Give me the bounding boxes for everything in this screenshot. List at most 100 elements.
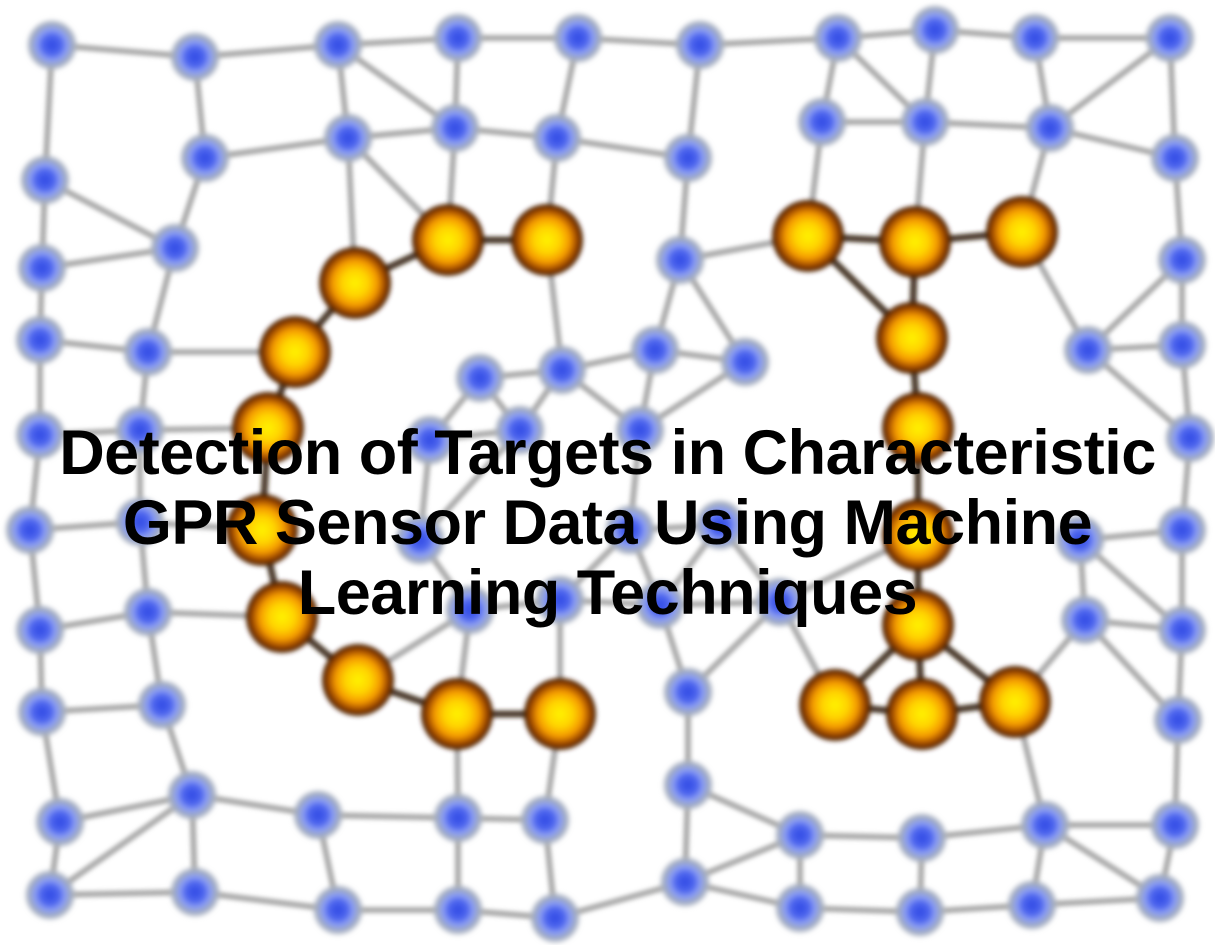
network-node — [1150, 133, 1200, 183]
network-node — [775, 810, 825, 860]
network-node — [615, 405, 665, 455]
target-node — [799, 669, 871, 741]
network-node — [1055, 515, 1105, 565]
network-node — [635, 580, 685, 630]
network-node — [1153, 695, 1203, 745]
target-node — [421, 678, 493, 750]
target-node — [319, 247, 391, 319]
page-title: Detection of Targets in Characteristic G… — [0, 418, 1215, 628]
network-node — [1010, 13, 1060, 63]
network-node — [170, 867, 220, 917]
network-node — [430, 103, 480, 153]
network-node — [115, 405, 165, 455]
network-node — [293, 790, 343, 840]
network-node — [15, 605, 65, 655]
network-node — [813, 13, 863, 63]
network-node — [663, 760, 713, 810]
network-node — [1020, 800, 1070, 850]
network-node — [675, 20, 725, 70]
network-node — [663, 133, 713, 183]
network-node — [797, 97, 847, 147]
network-node — [395, 515, 445, 565]
network-node — [755, 577, 805, 627]
target-node — [226, 494, 298, 566]
network-node — [897, 813, 947, 863]
target-node — [246, 581, 318, 653]
network-node — [445, 585, 495, 635]
network-node — [630, 325, 680, 375]
network-node — [495, 405, 545, 455]
target-node — [882, 392, 954, 464]
target-node — [886, 678, 958, 750]
network-node — [695, 500, 745, 550]
target-node — [979, 666, 1051, 738]
network-node — [530, 893, 580, 943]
network-node — [655, 235, 705, 285]
network-node — [123, 327, 173, 377]
target-node — [232, 392, 304, 464]
network-node — [5, 505, 55, 555]
node-layer — [5, 5, 1215, 943]
network-node — [313, 885, 363, 935]
network-node — [1150, 800, 1200, 850]
network-node — [17, 687, 67, 737]
network-node — [660, 857, 710, 907]
target-node — [986, 196, 1058, 268]
network-node — [167, 770, 217, 820]
target-node — [879, 206, 951, 278]
network-node — [15, 410, 65, 460]
network-node — [433, 793, 483, 843]
network-node — [313, 20, 363, 70]
network-node — [25, 870, 75, 920]
network-node — [115, 497, 165, 547]
network-node — [170, 32, 220, 82]
network-node — [1060, 595, 1110, 645]
network-node — [775, 883, 825, 933]
target-node — [511, 204, 583, 276]
network-node — [137, 680, 187, 730]
title-line-1: Detection of Targets in Characteristic — [59, 418, 1156, 488]
network-node — [520, 795, 570, 845]
target-node — [772, 200, 844, 272]
target-node — [322, 644, 394, 716]
network-node — [1157, 320, 1207, 370]
network-node — [1157, 505, 1207, 555]
target-node — [882, 499, 954, 571]
network-node — [1135, 873, 1185, 923]
network-node — [910, 5, 960, 55]
network-node — [605, 505, 655, 555]
network-node — [405, 415, 455, 465]
network-node — [15, 315, 65, 365]
network-node — [537, 345, 587, 395]
network-edge — [47, 792, 195, 898]
network-node — [895, 887, 945, 937]
target-node — [882, 589, 954, 661]
network-node — [20, 155, 70, 205]
network-node — [323, 113, 373, 163]
network-node — [180, 133, 230, 183]
network-node — [900, 97, 950, 147]
network-node — [1165, 413, 1215, 463]
network-node — [35, 797, 85, 847]
network-node — [1157, 605, 1207, 655]
target-node — [259, 316, 331, 388]
title-line-2: GPR Sensor Data Using Machine — [122, 488, 1093, 558]
network-node — [553, 13, 603, 63]
network-node — [27, 20, 77, 70]
target-node — [524, 678, 596, 750]
target-node — [876, 302, 948, 374]
network-node — [1157, 235, 1207, 285]
network-node — [150, 223, 200, 273]
network-node — [17, 243, 67, 293]
network-node — [1063, 325, 1113, 375]
network-node — [433, 13, 483, 63]
network-node — [720, 337, 770, 387]
network-node — [455, 353, 505, 403]
network-node — [1007, 880, 1057, 930]
network-node — [535, 575, 585, 625]
network-node — [1145, 13, 1195, 63]
network-node — [532, 113, 582, 163]
network-node — [433, 885, 483, 935]
